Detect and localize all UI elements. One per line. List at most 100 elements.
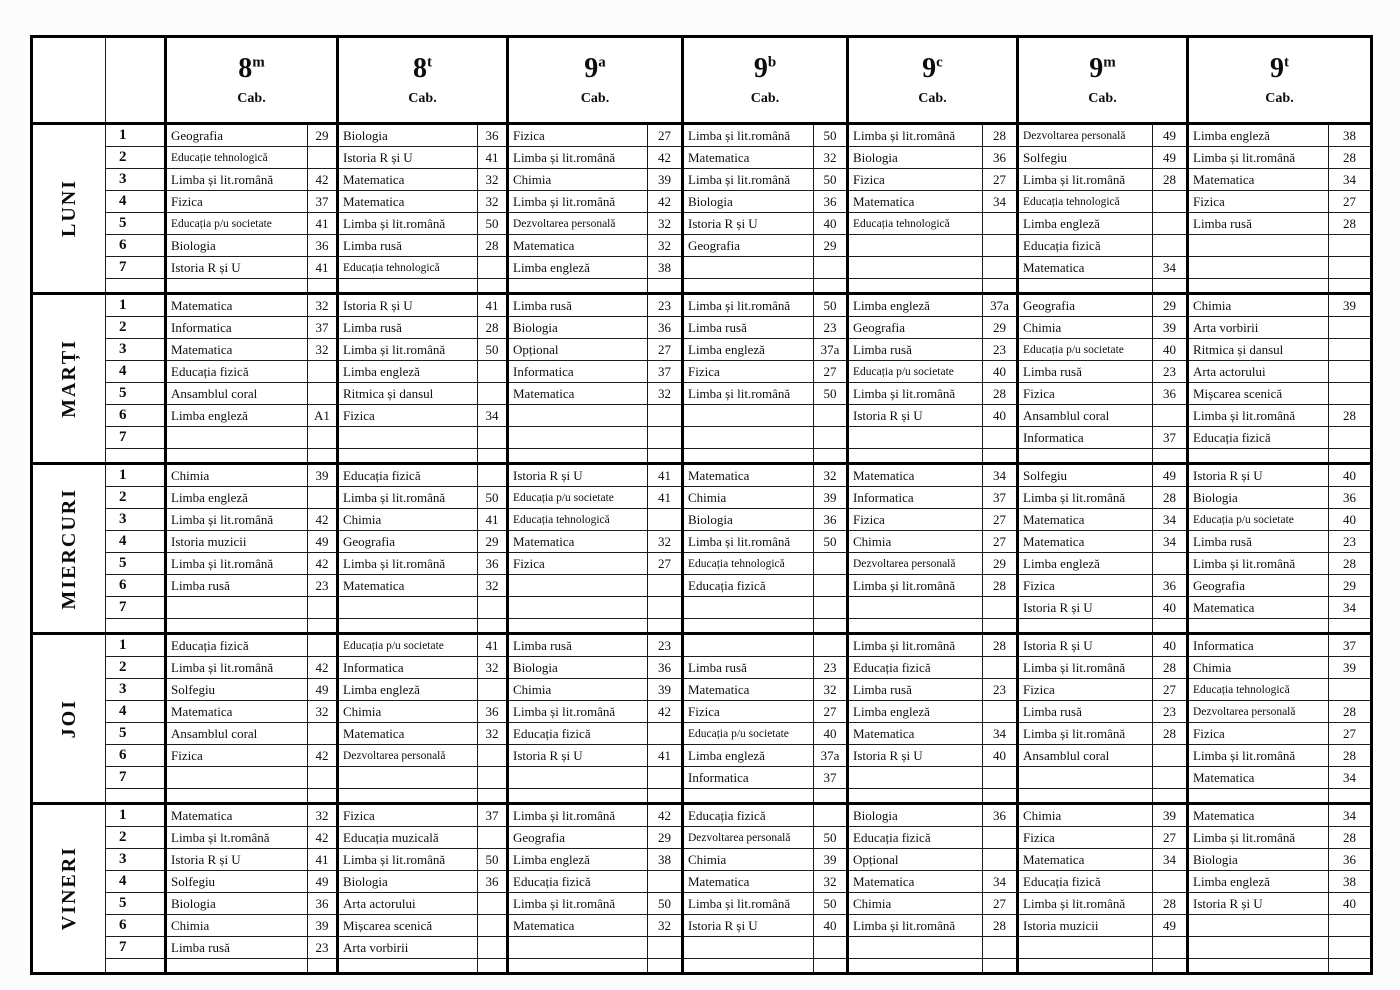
- cab-cell: 36: [982, 802, 1018, 827]
- spacer-row: [32, 788, 1372, 804]
- cab-cell: [813, 552, 848, 575]
- class-sup: c: [936, 54, 943, 71]
- period-number: 1: [105, 122, 166, 147]
- subject-cell: Matematica: [846, 870, 983, 893]
- period-number: 6: [105, 234, 166, 257]
- class-label: 9t: [1191, 55, 1371, 83]
- subject-cell: Istoria muzicii: [1016, 914, 1153, 937]
- period-number: 3: [105, 508, 166, 531]
- cab-cell: 32: [477, 722, 508, 745]
- cab-cell: [1328, 426, 1372, 449]
- cab-cell: 36: [982, 146, 1018, 169]
- subject-cell: Chimia: [846, 892, 983, 915]
- day-label: MIERCURI: [58, 487, 80, 610]
- period-row: 4 Fizica 37 Matematica 32 Limba și lit.română…: [32, 190, 1372, 213]
- subject-cell: Opțional: [846, 848, 983, 871]
- cab-cell: 32: [477, 190, 508, 213]
- spacer-subject-cell: [506, 788, 648, 804]
- subject-cell: Istoria R și U: [681, 212, 814, 235]
- cab-cell: [477, 826, 508, 849]
- cab-cell: [477, 892, 508, 915]
- cab-cell: 39: [1328, 292, 1372, 317]
- cab-cell: [1328, 936, 1372, 959]
- cab-cell: 27: [982, 168, 1018, 191]
- cab-cell: 37: [307, 316, 338, 339]
- spacer-cab-cell: [477, 618, 508, 634]
- period-number: 6: [105, 574, 166, 597]
- subject-cell: Dezvoltarea personală: [336, 744, 478, 767]
- cab-cell: [813, 802, 848, 827]
- cab-cell: [647, 574, 683, 597]
- cab-cell: [1328, 360, 1372, 383]
- subject-cell: Geografia: [1186, 574, 1329, 597]
- subject-cell: Matematica: [846, 462, 983, 487]
- cab-cell: [813, 632, 848, 657]
- period-number: 2: [105, 656, 166, 679]
- period-number: 2: [105, 146, 166, 169]
- subject-cell: Solfegiu: [164, 870, 308, 893]
- subject-cell: Fizica: [1186, 722, 1329, 745]
- period-row: 5 Limba și lit.română 42 Limba și lit.român…: [32, 552, 1372, 575]
- subject-cell: Limba și lit.română: [681, 122, 814, 147]
- spacer-cab-cell: [307, 448, 338, 464]
- class-header: 8m Cab.: [164, 36, 338, 125]
- subject-cell: Limba și lit.română: [681, 892, 814, 915]
- cab-cell: 39: [647, 678, 683, 701]
- subject-cell: Limba rusă: [1016, 360, 1153, 383]
- period-row: 6 Limba engleză A1 Fizica 34 Istoria R și U 40…: [32, 404, 1372, 427]
- cab-cell: 36: [1152, 574, 1188, 597]
- cab-cell: 37: [982, 486, 1018, 509]
- subject-cell: Matematica: [506, 914, 648, 937]
- subject-cell: Limba și lit.română: [164, 656, 308, 679]
- subject-cell: Biologia: [846, 802, 983, 827]
- class-sup: b: [767, 54, 777, 71]
- cab-cell: 28: [1328, 404, 1372, 427]
- period-row: 3 Limba și lit.română 42 Matematica 32 Chimia…: [32, 168, 1372, 191]
- cab-cell: 49: [1152, 122, 1188, 147]
- subject-cell: Chimia: [681, 848, 814, 871]
- spacer-subject-cell: [681, 788, 814, 804]
- period-row: 4 Matematica 32 Chimia 36 Limba și lit.română…: [32, 700, 1372, 723]
- period-row: LUNI 1 Geografia 29 Biologia 36 Fizica 27 Limba …: [30, 122, 1372, 294]
- cab-cell: 34: [477, 404, 508, 427]
- day-label-cell: LUNI: [30, 122, 106, 294]
- cab-cell: [1328, 338, 1372, 361]
- subject-cell: Limba rusă: [1186, 530, 1329, 553]
- cab-cell: [307, 486, 338, 509]
- cab-cell: 28: [982, 574, 1018, 597]
- subject-cell: Matematica: [1016, 530, 1153, 553]
- cab-cell: 37a: [813, 338, 848, 361]
- period-number: 2: [105, 826, 166, 849]
- cab-cell: 49: [1152, 914, 1188, 937]
- cab-cell: [647, 426, 683, 449]
- cab-cell: 40: [813, 722, 848, 745]
- cab-cell: [647, 870, 683, 893]
- period-number: 7: [105, 766, 166, 789]
- subject-cell: Istoria muzicii: [164, 530, 308, 553]
- subject-cell: Matematica: [1186, 766, 1329, 789]
- subject-cell: Limba engleză: [681, 744, 814, 767]
- cab-cell: 50: [647, 892, 683, 915]
- subject-cell: Fizica: [1016, 678, 1153, 701]
- cab-cell: 27: [813, 360, 848, 383]
- subject-cell: Fizica: [1016, 826, 1153, 849]
- subject-cell: Limba rusă: [164, 574, 308, 597]
- subject-cell: Dezvoltarea personală: [1186, 700, 1329, 723]
- period-number: 3: [105, 678, 166, 701]
- subject-cell: Fizica: [846, 168, 983, 191]
- spacer-subject-cell: [846, 788, 983, 804]
- timetable: 8m Cab. 8t Cab. 9a Cab. 9b Cab. 9c Cab. 9m Cab. 9t Ca…: [30, 35, 1373, 975]
- class-header: 8t Cab.: [336, 36, 508, 125]
- period-row: 6 Chimia 39 Mișcarea scenică Matematica 32 Ist…: [32, 914, 1372, 937]
- cab-cell: 28: [1152, 892, 1188, 915]
- subject-cell: Matematica: [846, 722, 983, 745]
- period-row: 2 Limba și lit.română 42 Informatica 32 Biolo…: [32, 656, 1372, 679]
- subject-cell: Limba și lit.română: [336, 212, 478, 235]
- subject-cell: Fizica: [164, 744, 308, 767]
- subject-cell: Dezvoltarea personală: [506, 212, 648, 235]
- cab-cell: 41: [307, 256, 338, 279]
- subject-cell: Ansamblul coral: [164, 722, 308, 745]
- cab-cell: 50: [813, 168, 848, 191]
- cab-header-label: Cab.: [918, 91, 947, 106]
- subject-cell: Educația fizică: [506, 722, 648, 745]
